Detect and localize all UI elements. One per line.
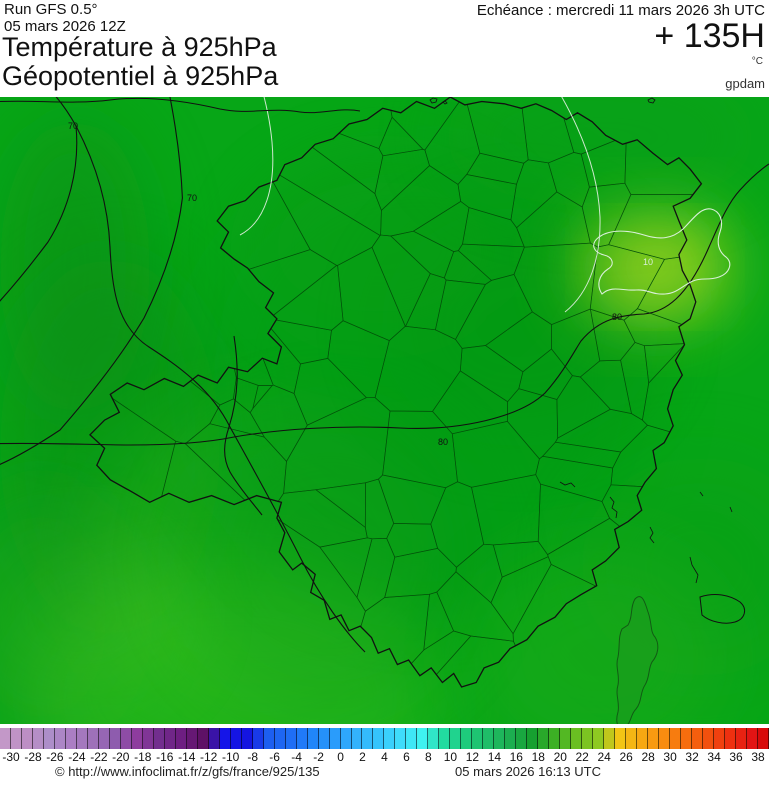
svg-text:70: 70 [187, 193, 197, 203]
svg-text:10: 10 [643, 257, 653, 267]
svg-text:70: 70 [68, 121, 78, 131]
svg-text:80: 80 [438, 437, 448, 447]
svg-text:80: 80 [612, 312, 622, 322]
